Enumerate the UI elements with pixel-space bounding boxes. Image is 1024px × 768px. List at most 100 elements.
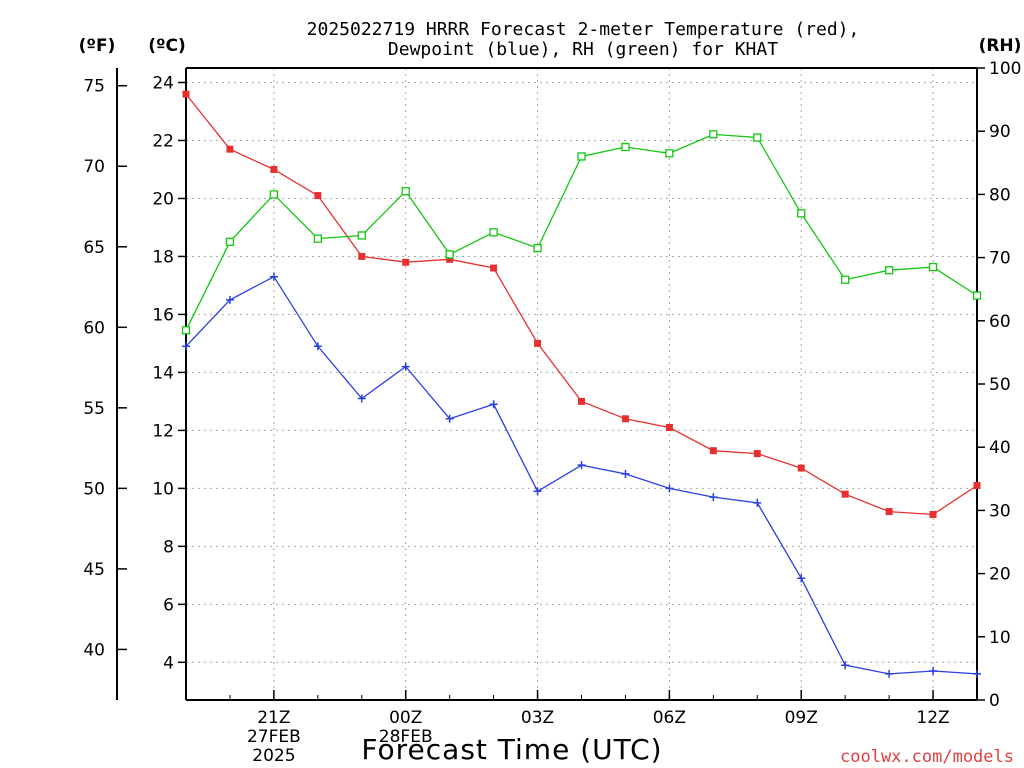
- fahrenheit-tick-label-70: 70: [83, 157, 105, 177]
- series-0-point-02Z: [490, 264, 498, 272]
- series-1-point-01Z: [445, 414, 454, 423]
- celsius-tick-label-8: 8: [163, 537, 174, 557]
- series-0-point-04Z: [578, 397, 585, 405]
- series-1-point-13Z: [973, 669, 981, 678]
- rh-tick-label-10: 10: [989, 628, 1011, 648]
- celsius-tick-label-14: 14: [152, 363, 174, 383]
- x-axis-label: Forecast Time (UTC): [361, 733, 662, 766]
- x-tick-label-09Z: 09Z: [785, 708, 818, 728]
- series-0-point-13Z: [973, 481, 981, 489]
- fahrenheit-tick-label-65: 65: [83, 238, 105, 258]
- series-1-point-02Z: [489, 400, 498, 409]
- series-2-point-03Z: [533, 243, 542, 253]
- rh-tick-label-50: 50: [989, 375, 1011, 395]
- celsius-tick-label-16: 16: [152, 305, 174, 325]
- series-2-point-23Z: [357, 231, 366, 240]
- celsius-unit-label: (ºC): [148, 36, 186, 56]
- series-0-point-05Z: [621, 415, 629, 423]
- x-tick-sublabel-27FEB: 27FEB: [247, 727, 301, 747]
- fahrenheit-tick-label-60: 60: [83, 318, 105, 338]
- series-0-point-09Z: [797, 464, 805, 472]
- series-2-point-10Z: [841, 275, 850, 284]
- series-0-point-23Z: [358, 252, 366, 260]
- series-0-point-01Z: [446, 255, 454, 263]
- series: [181, 90, 982, 678]
- x-tick-label-06Z: 06Z: [653, 708, 686, 728]
- series-0-point-20Z: [226, 145, 234, 153]
- series-2-point-12Z: [928, 262, 938, 272]
- series-1-point-22Z: [313, 342, 322, 351]
- series-1-point-10Z: [841, 661, 850, 670]
- celsius-tick-label-24: 24: [152, 73, 174, 93]
- fahrenheit-tick-label-50: 50: [83, 479, 105, 499]
- x-tick-label-03Z: 03Z: [521, 708, 554, 728]
- series-2-line: [185, 133, 978, 331]
- celsius-tick-label-4: 4: [163, 653, 174, 673]
- series-2-point-05Z: [621, 142, 630, 152]
- series-0-point-03Z: [534, 339, 542, 347]
- series-2-point-02Z: [489, 228, 498, 237]
- series-2-point-22Z: [313, 234, 322, 243]
- series-2-point-20Z: [225, 237, 235, 246]
- series-1-point-07Z: [709, 493, 718, 502]
- grid: [186, 68, 977, 700]
- rh-tick-label-90: 90: [989, 122, 1011, 142]
- rh-tick-label-80: 80: [989, 185, 1011, 205]
- series-2-point-21Z: [269, 190, 279, 199]
- series-2-point-08Z: [753, 133, 762, 142]
- series-2-point-00Z: [401, 187, 410, 196]
- series-1-point-21Z: [269, 272, 278, 281]
- series-0-point-10Z: [841, 490, 849, 498]
- series-0-point-19Z: [182, 90, 190, 98]
- celsius-tick-label-10: 10: [152, 479, 174, 499]
- series-2-point-01Z: [445, 250, 454, 259]
- series-0-point-22Z: [314, 192, 322, 200]
- series-2-point-09Z: [797, 209, 806, 218]
- rh-tick-label-70: 70: [989, 249, 1011, 269]
- series-1-point-08Z: [753, 498, 762, 507]
- series-2-point-13Z: [972, 291, 982, 300]
- series-1-point-03Z: [533, 487, 542, 496]
- celsius-tick-label-20: 20: [152, 189, 174, 209]
- rh-tick-label-40: 40: [989, 438, 1011, 458]
- rh-unit-label: (RH): [979, 36, 1022, 56]
- series-0-point-12Z: [929, 510, 937, 518]
- axes: 4 6 8 10 12 14 16 18 20 22 24 40 45 50 55 60 65 70 75 0 10 20…: [83, 59, 1021, 766]
- credit-text: coolwx.com/models: [840, 747, 1014, 767]
- celsius-tick-label-12: 12: [152, 421, 174, 441]
- chart-title-line-1: 2025022719 HRRR Forecast 2-meter Tempera…: [307, 19, 860, 40]
- celsius-tick-label-18: 18: [152, 247, 174, 267]
- series-1-point-06Z: [665, 484, 674, 493]
- series-1-point-00Z: [401, 362, 410, 371]
- series-0-point-21Z: [270, 165, 278, 173]
- rh-tick-label-60: 60: [989, 312, 1011, 332]
- series-0-point-11Z: [885, 508, 893, 516]
- x-tick-sublabel-2025: 2025: [252, 746, 295, 766]
- fahrenheit-unit-label: (ºF): [79, 36, 116, 56]
- series-1-point-20Z: [225, 295, 234, 304]
- series-1-point-09Z: [797, 574, 806, 583]
- series-1-point-04Z: [577, 461, 586, 470]
- celsius-tick-label-6: 6: [163, 595, 174, 615]
- chart-title-line-2: Dewpoint (blue), RH (green) for KHAT: [388, 39, 778, 60]
- series-2-point-06Z: [665, 149, 674, 158]
- series-1-point-05Z: [621, 469, 630, 478]
- series-0-point-08Z: [753, 450, 761, 458]
- rh-tick-label-0: 0: [989, 691, 1000, 711]
- fahrenheit-tick-label-45: 45: [83, 560, 105, 580]
- series-0-point-06Z: [665, 423, 673, 431]
- fahrenheit-tick-label-75: 75: [83, 77, 105, 97]
- series-2-point-04Z: [577, 152, 586, 161]
- series-1-point-19Z: [182, 342, 190, 351]
- fahrenheit-tick-label-55: 55: [83, 399, 105, 419]
- x-tick-sublabel-28FEB: 28FEB: [379, 727, 433, 747]
- celsius-tick-label-22: 22: [152, 131, 174, 151]
- rh-tick-label-100: 100: [989, 59, 1021, 79]
- series-1-point-11Z: [885, 669, 894, 678]
- rh-tick-label-30: 30: [989, 501, 1011, 521]
- series-1-point-12Z: [929, 667, 938, 676]
- series-0-point-07Z: [709, 447, 717, 455]
- rh-tick-label-20: 20: [989, 565, 1011, 585]
- series-1-line: [185, 275, 978, 675]
